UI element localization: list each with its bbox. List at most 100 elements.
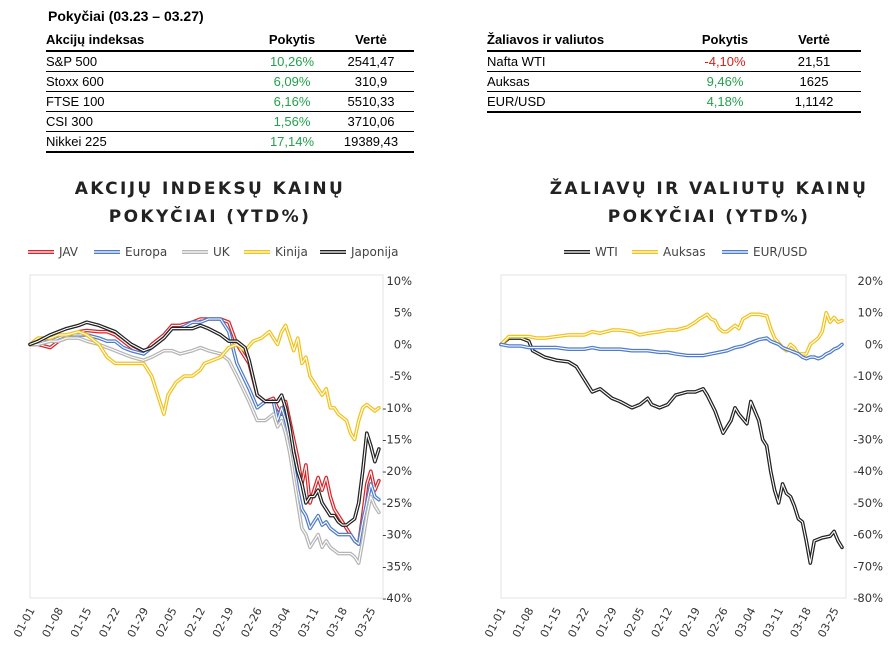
series-line-outer	[28, 320, 381, 527]
y-tick-label: -30%	[382, 528, 412, 542]
table-row: Stoxx 600 6,09% 310,9	[46, 71, 414, 92]
y-tick-label: -10%	[382, 401, 412, 415]
y-tick-label: -70%	[853, 559, 883, 573]
y-tick-label: -5%	[390, 369, 412, 383]
chart-title: AKCIJŲ INDEKSŲ KAINŲ	[75, 179, 346, 199]
y-tick-label: -80%	[853, 591, 883, 605]
row-name: CSI 300	[46, 111, 256, 132]
row-name: Auksas	[487, 71, 683, 92]
legend-label: UK	[213, 245, 231, 259]
series-line-outer	[499, 336, 844, 361]
column-header-asset: Žaliavos ir valiutos	[487, 28, 683, 52]
x-tick-label: 02-19	[676, 605, 702, 639]
table-row: Nafta WTI -4,10% 21,51	[487, 51, 861, 72]
table-header-row: Akcijų indeksas Pokytis Vertė	[46, 28, 414, 52]
chart-legend: JAV Europa UK Kinija Japonija	[28, 245, 398, 259]
series-line-japonija	[28, 320, 381, 527]
series-line-inner	[500, 337, 843, 360]
legend-item: Auksas	[632, 245, 706, 259]
row-name: Stoxx 600	[46, 71, 256, 92]
row-value: 2541,47	[334, 51, 414, 72]
series-line-auksas	[499, 310, 844, 356]
legend-label: WTI	[595, 245, 618, 259]
x-tick-label: 03-25	[352, 605, 378, 639]
y-tick-label: -15%	[382, 433, 412, 447]
commodities-currencies-table: Žaliavos ir valiutos Pokytis Vertė Nafta…	[487, 28, 861, 113]
x-tick-label: 01-01	[11, 605, 37, 639]
legend-label: Japonija	[350, 245, 398, 259]
x-tick-label: 02-12	[649, 605, 675, 639]
chart-title: ŽALIAVŲ IR VALIUTŲ KAINŲ	[550, 177, 869, 199]
column-header-value: Vertė	[773, 28, 861, 52]
x-tick-label: 01-15	[68, 605, 94, 639]
series-line-wti	[499, 336, 844, 565]
x-tick-label: 03-04	[267, 605, 293, 639]
y-tick-label: -60%	[853, 528, 883, 542]
column-header-change: Pokytis	[256, 28, 334, 52]
series-line-inner	[29, 337, 380, 564]
row-change: 1,56%	[256, 111, 334, 132]
x-tick-label: 01-29	[125, 605, 151, 639]
x-tick-label: 02-19	[210, 605, 236, 639]
legend-label: JAV	[58, 245, 79, 259]
page-title: Pokyčiai (03.23 – 03.27)	[48, 8, 204, 24]
row-value: 19389,43	[334, 131, 414, 153]
series-line-outer	[499, 336, 844, 565]
x-tick-label: 01-08	[510, 605, 536, 639]
plot-area	[29, 274, 384, 599]
x-tick-label: 02-05	[153, 605, 179, 639]
x-tick-label: 03-04	[732, 605, 758, 639]
row-change: -4,10%	[683, 51, 773, 72]
column-header-value: Vertė	[334, 28, 414, 52]
row-value: 5510,33	[334, 91, 414, 112]
x-tick-label: 03-18	[788, 605, 814, 639]
row-change: 6,09%	[256, 71, 334, 92]
column-header-change: Pokytis	[683, 28, 773, 52]
x-tick-label: 01-22	[565, 605, 591, 639]
x-tick-label: 01-29	[593, 605, 619, 639]
y-tick-label: -40%	[853, 464, 883, 478]
y-tick-label: -25%	[382, 496, 412, 510]
row-value: 1625	[773, 71, 861, 92]
table-row: S&P 500 10,26% 2541,47	[46, 51, 414, 72]
y-tick-label: -50%	[853, 496, 883, 510]
table-row: Nikkei 225 17,14% 19389,43	[46, 131, 414, 153]
legend-label: Kinija	[275, 245, 308, 259]
series-line-inner	[500, 312, 843, 355]
column-header-index: Akcijų indeksas	[46, 28, 256, 52]
legend-item: Europa	[94, 245, 167, 259]
table-header-row: Žaliavos ir valiutos Pokytis Vertė	[487, 28, 861, 52]
x-tick-label: 01-08	[40, 605, 66, 639]
legend-item: WTI	[564, 245, 618, 259]
row-name: FTSE 100	[46, 91, 256, 112]
legend-label: Auksas	[663, 245, 706, 259]
row-value: 3710,06	[334, 111, 414, 132]
legend-label: Europa	[125, 245, 167, 259]
y-tick-label: -20%	[853, 401, 883, 415]
legend-item: Japonija	[320, 245, 398, 259]
series-line-outer	[28, 323, 381, 442]
legend-item: Kinija	[244, 245, 308, 259]
row-change: 17,14%	[256, 131, 334, 153]
legend-item: UK	[182, 245, 231, 259]
y-tick-label: 20%	[857, 274, 883, 288]
row-change: 4,18%	[683, 91, 773, 113]
series-line-inner	[29, 321, 380, 526]
table-row: Auksas 9,46% 1625	[487, 71, 861, 92]
row-change: 10,26%	[256, 51, 334, 72]
x-tick-label: 03-11	[295, 605, 321, 639]
series-line-eur-usd	[499, 336, 844, 361]
y-tick-label: 10%	[857, 306, 883, 320]
legend-label: EUR/USD	[753, 245, 807, 259]
x-tick-label: 03-25	[815, 605, 841, 639]
row-name: EUR/USD	[487, 91, 683, 113]
x-tick-label: 03-18	[324, 605, 350, 639]
y-tick-label: -30%	[853, 433, 883, 447]
y-tick-label: 5%	[394, 306, 412, 320]
chart-subtitle: POKYČIAI (YTD%)	[109, 205, 312, 227]
y-tick-label: 10%	[386, 274, 412, 288]
row-value: 310,9	[334, 71, 414, 92]
table-row: EUR/USD 4,18% 1,1142	[487, 91, 861, 113]
chart-subtitle: POKYČIAI (YTD%)	[608, 205, 811, 227]
y-tick-label: 0%	[394, 337, 412, 351]
